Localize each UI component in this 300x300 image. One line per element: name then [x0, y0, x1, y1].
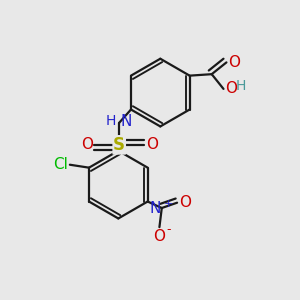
- Text: -: -: [166, 223, 170, 236]
- Text: N: N: [150, 200, 161, 215]
- Text: O: O: [179, 195, 191, 210]
- Text: H: H: [106, 114, 116, 128]
- Text: O: O: [146, 137, 158, 152]
- Text: H: H: [236, 79, 246, 93]
- Text: O: O: [153, 229, 165, 244]
- Text: O: O: [226, 81, 238, 96]
- Text: S: S: [113, 136, 125, 154]
- Text: N: N: [121, 114, 132, 129]
- Text: O: O: [229, 55, 241, 70]
- Text: Cl: Cl: [53, 157, 68, 172]
- Text: O: O: [81, 137, 93, 152]
- Text: +: +: [164, 200, 173, 209]
